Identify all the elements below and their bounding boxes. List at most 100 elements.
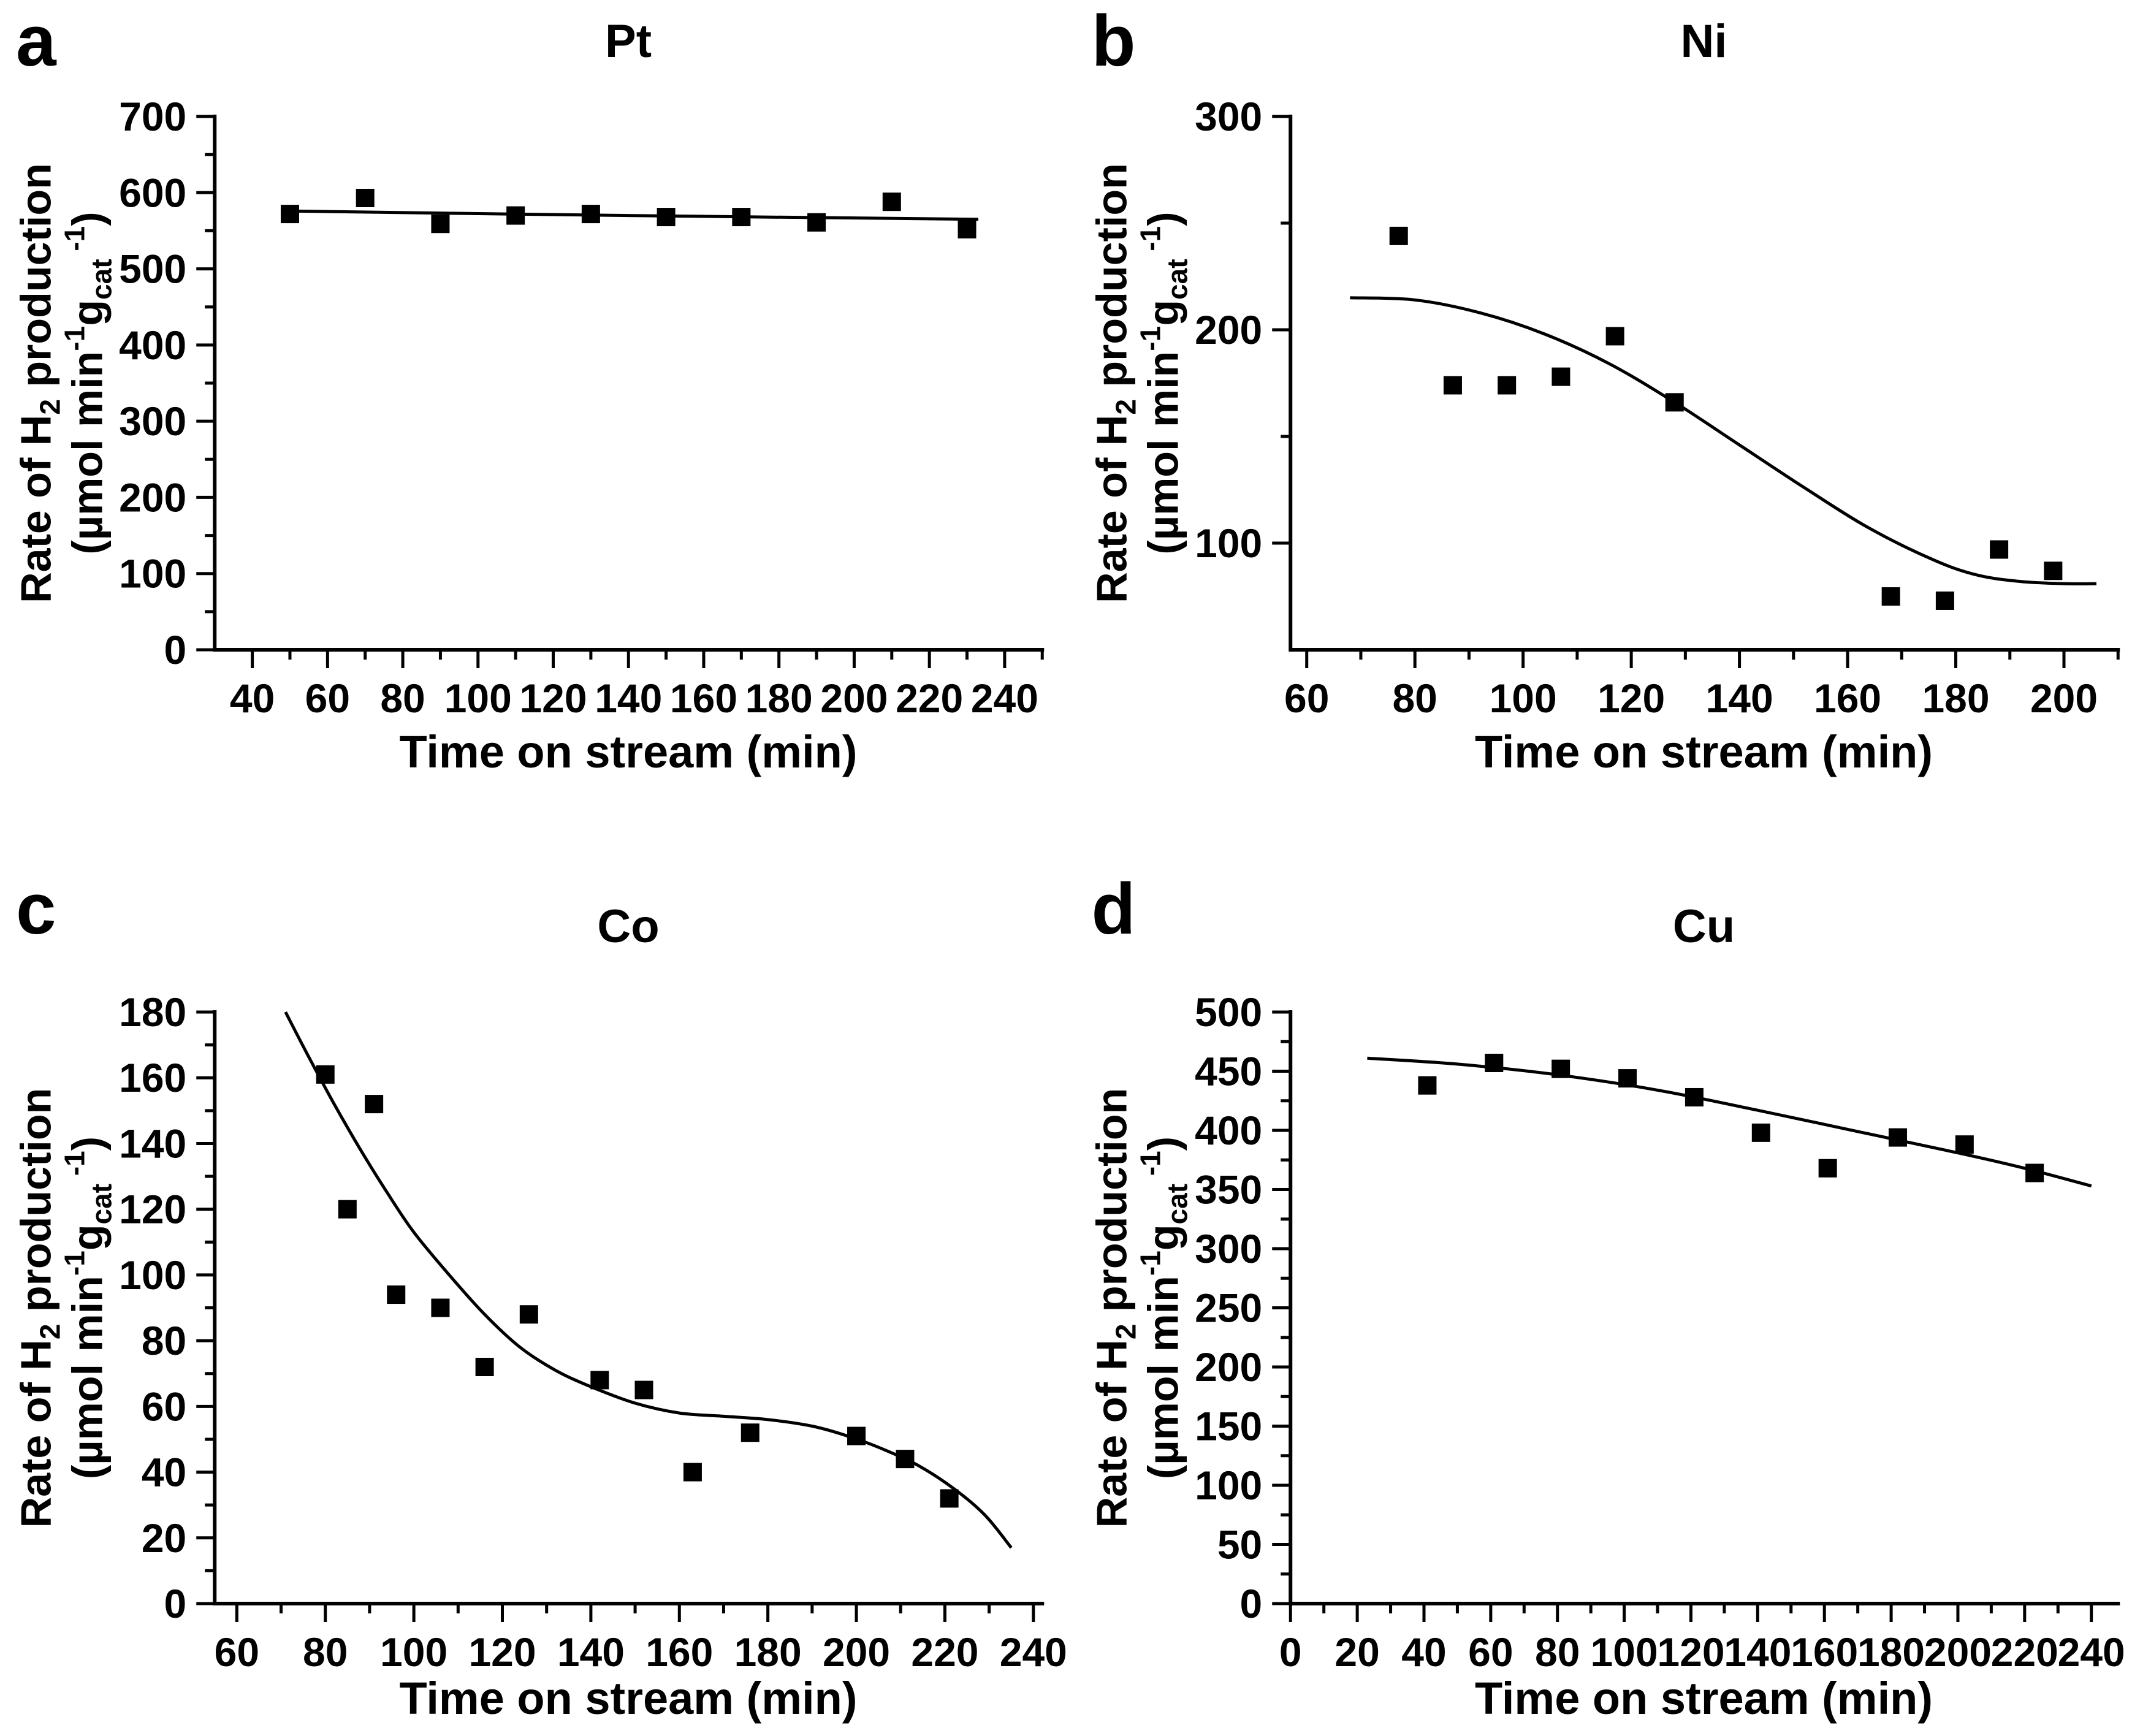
data-point-marker	[365, 1095, 384, 1114]
x-tick-label: 200	[820, 676, 888, 721]
y-tick-label: 50	[1217, 1522, 1262, 1567]
y-tick-label: 100	[119, 1252, 186, 1298]
x-tick-label: 80	[1392, 676, 1437, 721]
x-tick-label: 0	[1279, 1629, 1301, 1675]
panel-title: Ni	[1680, 15, 1727, 67]
x-tick-label: 160	[1791, 1629, 1858, 1675]
data-point-marker	[1935, 591, 1954, 610]
data-point-marker	[387, 1285, 406, 1304]
panel-title: Co	[597, 900, 660, 953]
y-tick-label: 100	[1195, 1463, 1262, 1508]
x-tick-label: 100	[1590, 1629, 1658, 1675]
x-tick-label: 60	[215, 1629, 259, 1675]
x-tick-label: 80	[303, 1629, 348, 1675]
fit-curve	[1349, 296, 2096, 585]
y-tick-label: 700	[119, 94, 186, 139]
y-tick-label: 140	[119, 1121, 186, 1166]
x-tick-label: 180	[1857, 1629, 1925, 1675]
data-point-marker	[316, 1065, 335, 1084]
y-tick-label: 500	[119, 246, 186, 292]
x-tick-label: 120	[1597, 676, 1665, 721]
data-point-marker	[634, 1380, 653, 1399]
x-tick-label: 160	[1814, 676, 1881, 721]
x-tick-label: 60	[305, 676, 350, 721]
y-axis-label: Rate of H2 production(µmol min-1gcat -1)	[12, 163, 117, 603]
x-tick-label: 100	[380, 1629, 447, 1675]
y-tick-label: 100	[1195, 520, 1262, 566]
axes	[1288, 1010, 2120, 1605]
x-tick-label: 180	[1922, 676, 1989, 721]
panel-title: Pt	[605, 15, 652, 67]
data-points	[280, 188, 977, 238]
x-tick-label: 240	[971, 676, 1038, 721]
panel-c: 60 80 100 120 140 160 180 200 220 240 0 20 40 60 80 100…	[0, 868, 1076, 1736]
x-tick-label: 200	[823, 1629, 890, 1675]
fit-curve	[282, 209, 978, 221]
panel-letter: b	[1091, 1, 1136, 82]
x-tick-label: 160	[645, 1629, 713, 1675]
y-tick-label: 600	[119, 170, 186, 215]
panel-d: 0 20 40 60 80 100 120 140 160 180 200 220 240 0 50 100 1…	[1076, 868, 2151, 1736]
panel-letter: c	[16, 869, 56, 950]
data-point-marker	[896, 1450, 915, 1469]
x-tick-label: 20	[1334, 1629, 1379, 1675]
data-point-marker	[519, 1305, 538, 1324]
y-tick-label: 500	[1195, 989, 1262, 1035]
y-axis-label-line2: (µmol min-1gcat -1)	[1134, 1136, 1193, 1479]
axes	[213, 115, 1045, 652]
y-tick-label: 80	[142, 1318, 186, 1363]
y-tick-label: 20	[142, 1515, 186, 1561]
data-point-marker	[732, 208, 751, 227]
data-point-marker	[740, 1423, 760, 1442]
ticks	[196, 1010, 1035, 1622]
x-tick-label: 200	[2030, 676, 2097, 721]
x-tick-label: 220	[1990, 1629, 2058, 1675]
x-tick-label: 180	[734, 1629, 802, 1675]
y-tick-label: 300	[1195, 94, 1262, 139]
data-point-marker	[882, 192, 901, 211]
data-point-marker	[1818, 1159, 1837, 1178]
y-tick-label: 0	[1239, 1581, 1262, 1626]
data-point-marker	[590, 1371, 609, 1390]
y-tick-label: 450	[1195, 1049, 1262, 1094]
data-point-marker	[1389, 226, 1408, 245]
data-point-marker	[1605, 327, 1624, 346]
y-axis-label-line1: Rate of H2 production	[1087, 163, 1141, 603]
chart-pt: 40 60 80 100 120 140 160 180 200 220 2400100200300…	[12, 94, 1045, 721]
tick-labels: 0 20 40 60 80 1001201401601802002202400501001…	[1195, 989, 2125, 1675]
data-point-marker	[1551, 367, 1570, 386]
x-tick-label: 40	[230, 676, 275, 721]
y-axis-label: Rate of H2 production(µmol min-1gcat -1)	[1087, 163, 1193, 603]
panel-title: Cu	[1672, 900, 1735, 953]
ticks	[196, 115, 1044, 668]
y-tick-label: 400	[119, 322, 186, 368]
data-point-marker	[1955, 1135, 1974, 1154]
y-axis-label-line1: Rate of H2 production	[1087, 1088, 1141, 1528]
data-point-marker	[1497, 376, 1516, 395]
y-tick-label: 60	[142, 1384, 186, 1429]
data-point-marker	[431, 215, 450, 234]
y-axis-label-line1: Rate of H2 production	[12, 163, 66, 603]
y-tick-label: 100	[119, 551, 186, 596]
data-point-marker	[807, 213, 826, 232]
x-tick-label: 120	[468, 1629, 536, 1675]
axis-lines	[1288, 115, 2120, 652]
y-tick-label: 0	[164, 627, 187, 672]
data-points	[316, 1065, 959, 1508]
x-tick-label: 220	[911, 1629, 978, 1675]
x-tick-label: 80	[380, 676, 425, 721]
panel-b: 60 80 100 120 140 160 180 200 100 200 300 Rate of H…	[1076, 0, 2151, 868]
x-tick-label: 140	[557, 1629, 625, 1675]
x-tick-label: 60	[1468, 1629, 1513, 1675]
data-point-marker	[1551, 1059, 1570, 1078]
data-point-marker	[1665, 393, 1684, 412]
axis-lines	[213, 1010, 1045, 1605]
axes	[213, 1010, 1045, 1605]
y-tick-label: 40	[142, 1450, 186, 1495]
data-points	[1389, 226, 2062, 610]
y-tick-label: 250	[1195, 1285, 1262, 1331]
y-axis-label-line2: (µmol min-1gcat -1)	[58, 1136, 117, 1479]
x-axis-label: Time on stream (min)	[1474, 726, 1933, 777]
axis-lines	[213, 115, 1045, 652]
